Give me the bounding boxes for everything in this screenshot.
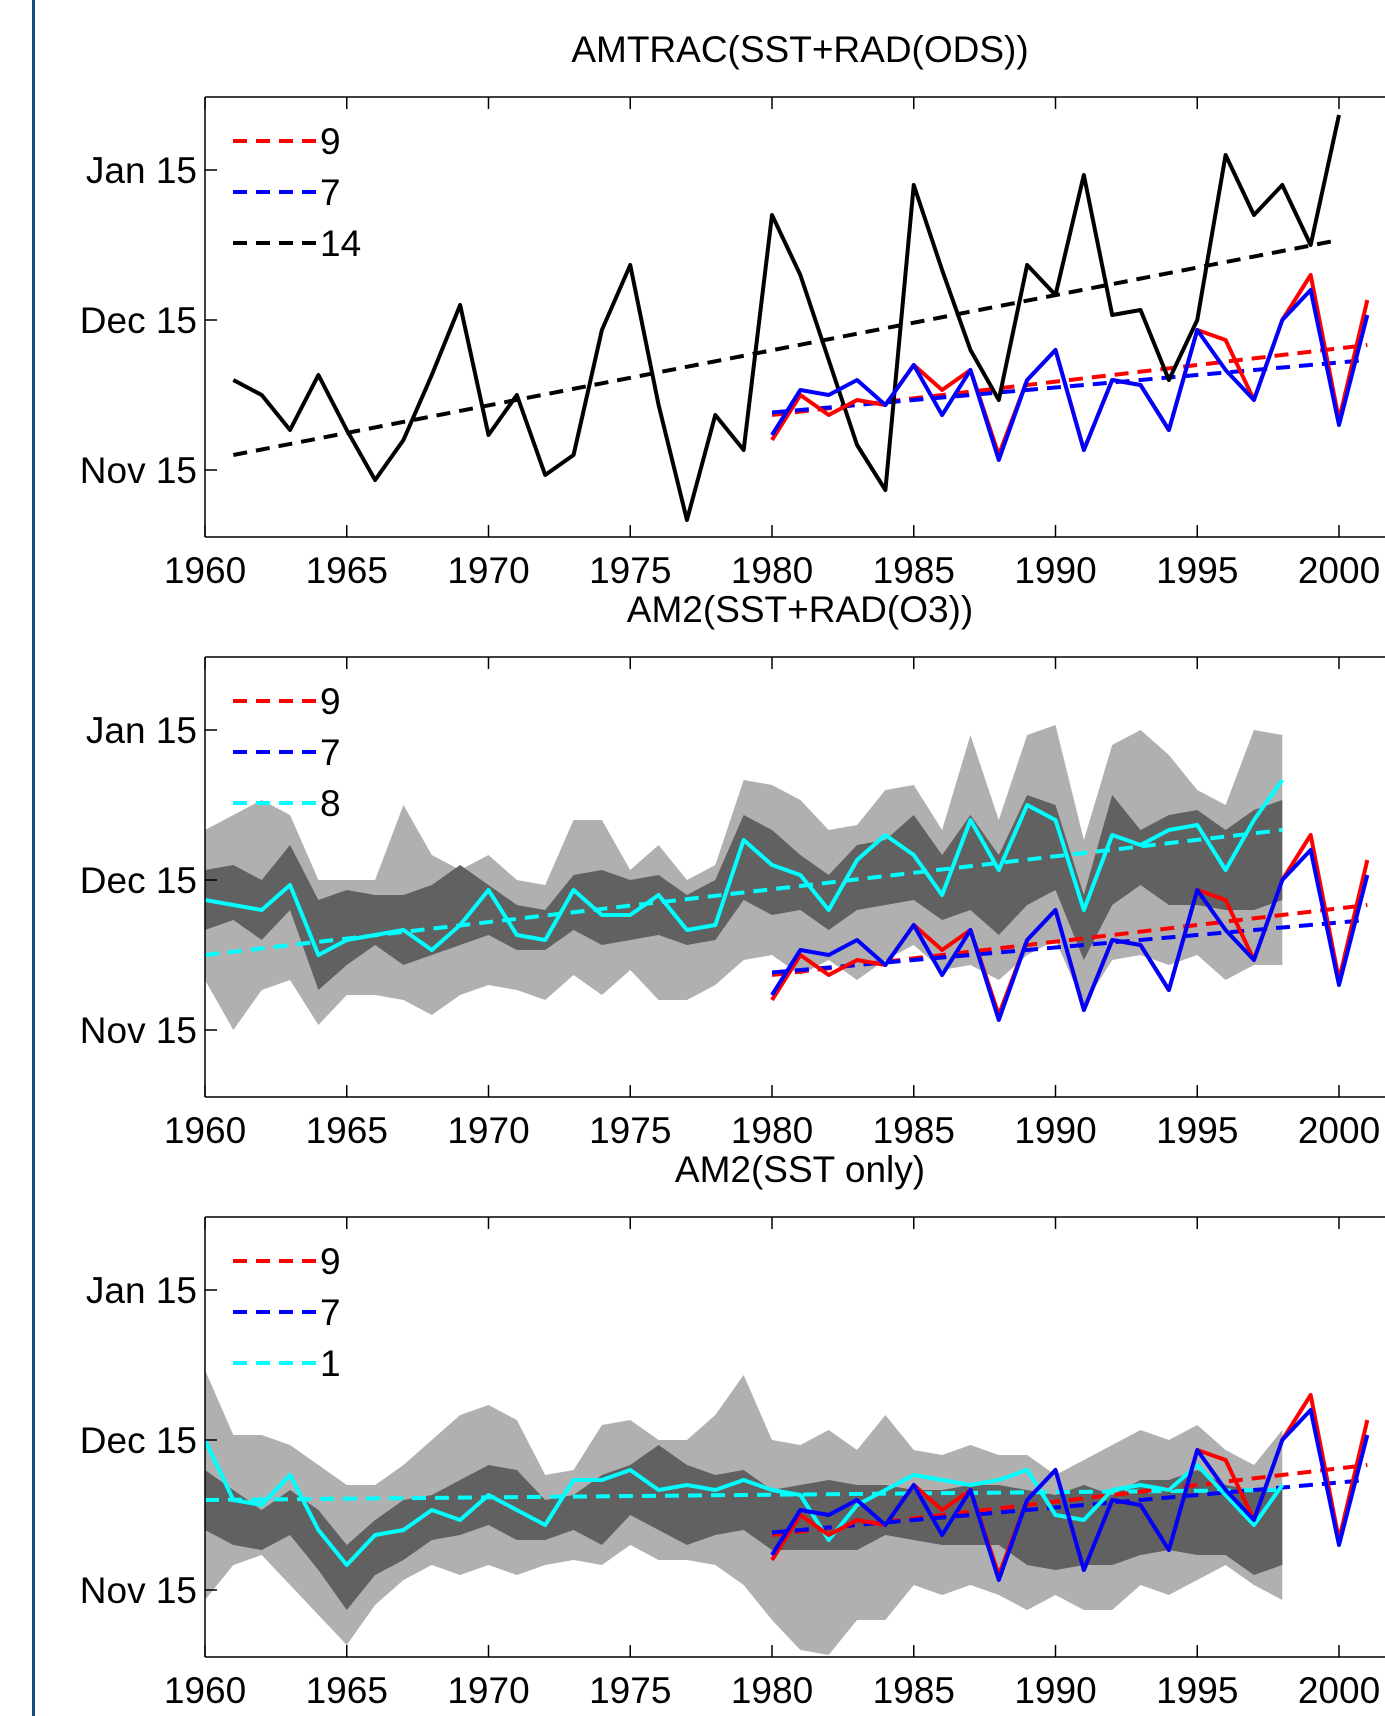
trend-line-1 — [205, 1488, 1283, 1502]
legend-label: 1 — [320, 1343, 341, 1384]
trend-line-8 — [205, 828, 1283, 957]
plot-area — [232, 114, 1370, 522]
legend-label: 9 — [320, 1241, 341, 1282]
x-tick-label: 1960 — [164, 1110, 246, 1151]
chart-title: AM2(SST only) — [675, 1149, 925, 1190]
series-line-14 — [232, 114, 1341, 522]
y-tick-label: Jan 15 — [86, 710, 197, 751]
x-tick-label: 1995 — [1156, 1670, 1238, 1711]
series-line-1 — [205, 1439, 1284, 1567]
y-tick-label: Jan 15 — [86, 150, 197, 191]
series-line-9 — [770, 273, 1370, 457]
plot-area — [205, 725, 1370, 1030]
inner-spread-band — [205, 1445, 1283, 1610]
y-tick-label: Dec 15 — [80, 1420, 197, 1461]
x-tick-label: 1970 — [447, 1670, 529, 1711]
series-line-8 — [205, 778, 1284, 957]
x-tick-label: 2000 — [1298, 1110, 1380, 1151]
x-tick-label: 1990 — [1014, 1670, 1096, 1711]
legend-label: 7 — [320, 732, 341, 773]
legend: 9 7 1 — [233, 1241, 341, 1384]
x-tick-label: 1985 — [873, 550, 955, 591]
series-line-7 — [770, 848, 1370, 1022]
x-tick-label: 1970 — [447, 550, 529, 591]
legend-label: 9 — [320, 681, 341, 722]
legend: 9 7 8 — [233, 681, 341, 824]
x-tick-label: 1980 — [731, 1110, 813, 1151]
x-tick-label: 1985 — [873, 1670, 955, 1711]
x-tick-label: 1990 — [1014, 1110, 1096, 1151]
x-tick-label: 1995 — [1156, 1110, 1238, 1151]
x-tick-label: 1960 — [164, 550, 246, 591]
chart-title: AM2(SST+RAD(O3)) — [627, 589, 973, 630]
x-tick-label: 1980 — [731, 550, 813, 591]
y-tick-label: Nov 15 — [80, 1570, 197, 1611]
x-tick-label: 1970 — [447, 1110, 529, 1151]
x-tick-label: 1990 — [1014, 550, 1096, 591]
y-tick-label: Jan 15 — [86, 1270, 197, 1311]
chart-title: AMTRAC(SST+RAD(ODS)) — [571, 29, 1028, 70]
x-tick-label: 1965 — [306, 550, 388, 591]
x-tick-label: 2000 — [1298, 550, 1380, 591]
x-tick-label: 1975 — [589, 1670, 671, 1711]
x-tick-label: 2000 — [1298, 1670, 1380, 1711]
y-tick-label: Nov 15 — [80, 450, 197, 491]
legend-label: 9 — [320, 121, 341, 162]
x-tick-label: 1980 — [731, 1670, 813, 1711]
legend-label: 7 — [320, 1292, 341, 1333]
x-tick-label: 1965 — [306, 1670, 388, 1711]
chart-panel-1: 1960 1965 1970 1975 1980 1985 1990 1995 2000 Nov … — [80, 29, 1385, 591]
chart-panel-3: 1960 1965 1970 1975 1980 1985 1990 1995 2000 Nov … — [80, 1149, 1385, 1711]
legend-label: 8 — [320, 783, 341, 824]
y-tick-label: Nov 15 — [80, 1010, 197, 1051]
x-tick-label: 1975 — [589, 550, 671, 591]
legend: 9 7 14 — [233, 121, 361, 264]
series-line-7 — [770, 1408, 1370, 1582]
x-tick-label: 1960 — [164, 1670, 246, 1711]
y-tick-label: Dec 15 — [80, 860, 197, 901]
plot-area — [205, 1370, 1370, 1655]
chart-panel-2: 1960 1965 1970 1975 1980 1985 1990 1995 2000 Nov … — [80, 589, 1385, 1151]
x-tick-label: 1995 — [1156, 550, 1238, 591]
y-tick-label: Dec 15 — [80, 300, 197, 341]
legend-label: 7 — [320, 172, 341, 213]
x-tick-label: 1985 — [873, 1110, 955, 1151]
x-tick-label: 1975 — [589, 1110, 671, 1151]
trend-line-14 — [232, 238, 1340, 457]
figure-border — [32, 0, 35, 1716]
x-tick-label: 1965 — [306, 1110, 388, 1151]
legend-label: 14 — [320, 223, 361, 264]
series-line-7 — [770, 288, 1370, 462]
